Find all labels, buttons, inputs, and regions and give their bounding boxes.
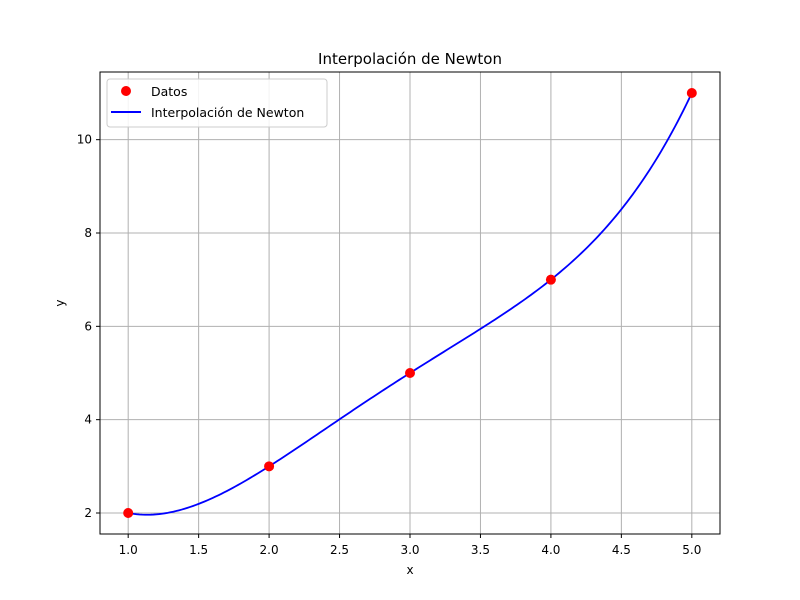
x-tick-label: 1.0	[119, 543, 138, 557]
y-tick-label: 8	[84, 226, 92, 240]
legend: Datos Interpolación de Newton	[106, 78, 328, 128]
x-tick-label: 2.0	[260, 543, 279, 557]
x-tick-label: 5.0	[682, 543, 701, 557]
x-tick-label: 1.5	[189, 543, 208, 557]
y-axis-ticks: 2 4 6 8 10	[77, 133, 100, 520]
x-tick-label: 3.0	[400, 543, 419, 557]
x-tick-label: 4.0	[541, 543, 560, 557]
legend-marker-datos	[121, 86, 131, 96]
x-axis-ticks: 1.0 1.5 2.0 2.5 3.0 3.5 4.0 4.5 5.0	[119, 534, 701, 557]
y-tick-label: 6	[84, 319, 92, 333]
y-axis-label: y	[53, 299, 67, 306]
data-point	[686, 88, 697, 98]
data-point	[123, 508, 134, 518]
y-tick-label: 4	[84, 413, 92, 427]
y-tick-label: 10	[77, 133, 92, 147]
data-point	[264, 461, 275, 472]
x-tick-label: 3.5	[471, 543, 490, 557]
data-point	[405, 368, 415, 378]
x-tick-label: 2.5	[330, 543, 349, 557]
grid	[100, 72, 720, 534]
y-tick-label: 2	[84, 506, 92, 520]
legend-label-datos: Datos	[151, 84, 187, 99]
legend-box	[106, 78, 328, 128]
x-tick-label: 4.5	[612, 543, 631, 557]
chart-title: Interpolación de Newton	[318, 50, 502, 68]
x-axis-label: x	[406, 563, 413, 577]
legend-label-interpolation: Interpolación de Newton	[151, 105, 304, 120]
data-points-layer	[123, 88, 697, 518]
data-point	[545, 274, 556, 285]
